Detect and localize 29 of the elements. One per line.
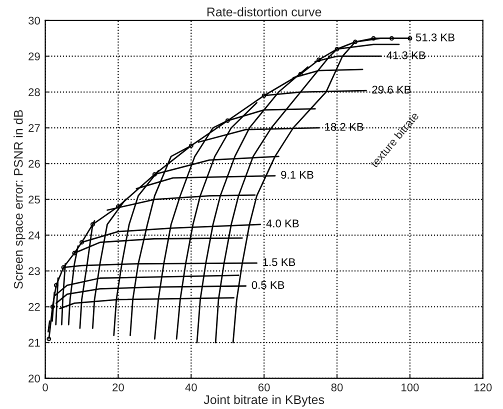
x-tick-label: 20 [112, 383, 124, 392]
series-label: 29.6 KB [372, 86, 411, 94]
y-tick-label: 26 [28, 160, 40, 168]
y-tick-label: 30 [28, 16, 40, 25]
x-tick-label: 60 [258, 383, 270, 392]
x-axis-title: Joint bitrate in KBytes [204, 394, 324, 407]
x-tick-label: 100 [402, 383, 419, 392]
y-tick-label: 28 [28, 88, 40, 96]
x-tick-label: 80 [331, 383, 343, 392]
y-tick-label: 25 [28, 196, 40, 204]
x-tick-label: 40 [185, 383, 197, 392]
y-tick-label: 23 [28, 267, 40, 276]
series-label: 9.1 KB [281, 170, 314, 179]
series-label: 4.0 KB [266, 220, 299, 228]
y-tick-label: 20 [28, 374, 40, 382]
y-tick-label: 22 [28, 303, 40, 311]
x-tick-label: 0 [42, 383, 48, 392]
chart-title: Rate-distortion curve [207, 7, 322, 16]
x-tick-label: 120 [474, 383, 492, 392]
y-tick-label: 29 [28, 52, 40, 60]
y-axis-title: Screen space error: PSNR in dB [14, 110, 26, 289]
series-label: 18.2 KB [325, 122, 364, 131]
series-label: 41.3 KB [386, 51, 426, 60]
y-tick-label: 21 [28, 338, 40, 347]
series-label: 51.3 KB [416, 33, 454, 42]
y-tick-label: 27 [28, 124, 40, 132]
series-label: 0.5 KB [252, 281, 284, 289]
series-label: 1.5 KB [263, 258, 296, 266]
y-tick-label: 24 [28, 231, 40, 240]
